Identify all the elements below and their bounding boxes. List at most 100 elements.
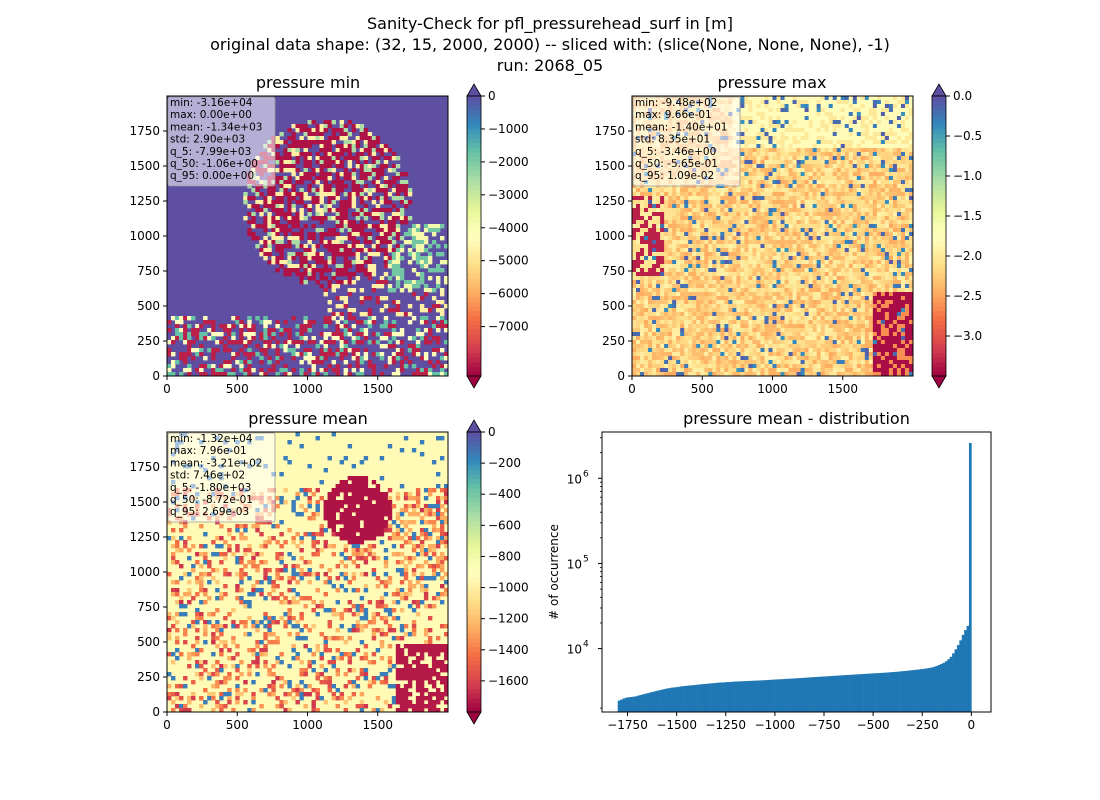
histogram-bar — [752, 680, 756, 712]
histogram-bar — [896, 671, 900, 712]
histogram-bar — [858, 674, 861, 712]
histogram-bar — [959, 640, 963, 712]
histogram-bar — [670, 687, 674, 712]
histogram-bars — [617, 442, 972, 712]
colorbar-segment — [467, 604, 481, 610]
colorbar-segment — [467, 478, 481, 484]
histogram-bar — [636, 695, 640, 712]
stats-line: mean: -3.21e+02 — [170, 457, 262, 469]
colorbar-segment — [932, 147, 946, 153]
histogram-bar — [788, 678, 792, 712]
histogram-bar — [665, 688, 669, 712]
histogram-bar — [632, 696, 635, 712]
histogram-bar — [810, 677, 813, 712]
histogram-bar — [877, 673, 881, 712]
colorbar-segment — [467, 646, 481, 652]
histogram-bar — [713, 682, 717, 712]
colorbar-segment — [467, 222, 481, 228]
histogram-bar — [701, 684, 705, 712]
colorbar-segment — [467, 264, 481, 270]
histogram-bar — [757, 680, 760, 712]
colorbar-segment — [467, 371, 481, 377]
histogram-bar — [762, 680, 765, 712]
colorbar-tick-label: −1.5 — [953, 209, 982, 223]
colorbar-segment — [932, 156, 946, 162]
colorbar-segment — [467, 450, 481, 456]
y-tick-label: 1000 — [594, 229, 625, 243]
histogram-bar — [776, 679, 780, 712]
colorbar-tick-label: −1200 — [488, 612, 529, 626]
colorbar-segment — [467, 516, 481, 522]
histogram-bar — [947, 659, 951, 712]
colorbar-segment — [467, 539, 481, 545]
colorbar-frame — [931, 95, 947, 377]
colorbar-tick-label: 0.0 — [953, 89, 972, 103]
stats-line: q_95: 2.69e-03 — [170, 506, 249, 518]
colorbar-segment — [467, 511, 481, 517]
colorbar-segment — [467, 268, 481, 274]
colorbar-segment — [467, 320, 481, 326]
colorbar-segment — [467, 628, 481, 634]
colorbar: 0 −1000 −2000 −3000 −4000 −5000 −6000 −7000 — [466, 83, 529, 389]
histogram-bar — [848, 674, 852, 712]
colorbar-segment — [932, 245, 946, 251]
colorbar-segment — [467, 436, 481, 442]
colorbar-segment — [467, 553, 481, 559]
x-tick-label: −500 — [857, 718, 890, 732]
histogram-bar — [949, 656, 953, 712]
stats-box-bg — [632, 96, 741, 187]
histogram-bar — [942, 662, 946, 712]
histogram-bar — [901, 671, 905, 712]
histogram-bar — [800, 677, 804, 712]
histogram-bar — [661, 689, 664, 712]
histogram-bar — [954, 649, 958, 712]
colorbar-segment — [932, 226, 946, 232]
colorbar-segment — [467, 637, 481, 643]
colorbar-segment — [467, 665, 481, 671]
histogram-bar — [867, 673, 871, 712]
colorbar-segment — [467, 301, 481, 307]
histogram-bar — [718, 682, 722, 712]
colorbar-segment — [467, 670, 481, 676]
colorbar-segment — [932, 222, 946, 228]
histogram-bar — [644, 693, 647, 712]
colorbar-segment — [467, 282, 481, 288]
stats-line: q_5: -1.80e+03 — [170, 482, 251, 494]
colorbar-segment — [467, 352, 481, 358]
histogram-bar — [872, 673, 876, 712]
colorbar-segment — [467, 189, 481, 195]
histogram-bar — [766, 679, 770, 712]
histogram-bar — [634, 696, 638, 712]
colorbar-segment — [467, 315, 481, 321]
colorbar-segment — [932, 138, 946, 144]
colorbar-segment — [467, 707, 481, 713]
histogram-bar — [865, 673, 869, 712]
histogram-bar — [918, 669, 922, 712]
colorbar-frame — [466, 431, 482, 713]
colorbar-segment — [932, 273, 946, 279]
histogram-bar — [923, 668, 926, 712]
colorbar-tick-label: −1000 — [488, 581, 529, 595]
colorbar-tick-label: 0 — [488, 89, 496, 103]
y-tick-label: 1500 — [129, 159, 160, 173]
histogram-bar — [687, 685, 691, 712]
colorbar-segment — [467, 502, 481, 508]
colorbar-extend-max — [931, 83, 947, 97]
colorbar-segment — [467, 660, 481, 666]
panel-title: pressure mean — [248, 409, 368, 428]
colorbar-segment — [467, 469, 481, 475]
histogram-bar — [822, 676, 825, 712]
histogram-bar — [795, 678, 799, 712]
colorbar-segment — [467, 180, 481, 186]
colorbar-segment — [467, 614, 481, 620]
histogram-bar — [843, 675, 847, 712]
colorbar-segment — [467, 296, 481, 302]
stats-line: max: 7.96e-01 — [170, 445, 247, 457]
colorbar-tick-label: −0.5 — [953, 129, 982, 143]
histogram-bar — [894, 671, 898, 712]
y-tick-label: 1000 — [129, 229, 160, 243]
colorbar-segment — [467, 231, 481, 237]
histogram-bar — [834, 675, 837, 712]
x-tick-label: 0 — [628, 382, 636, 396]
